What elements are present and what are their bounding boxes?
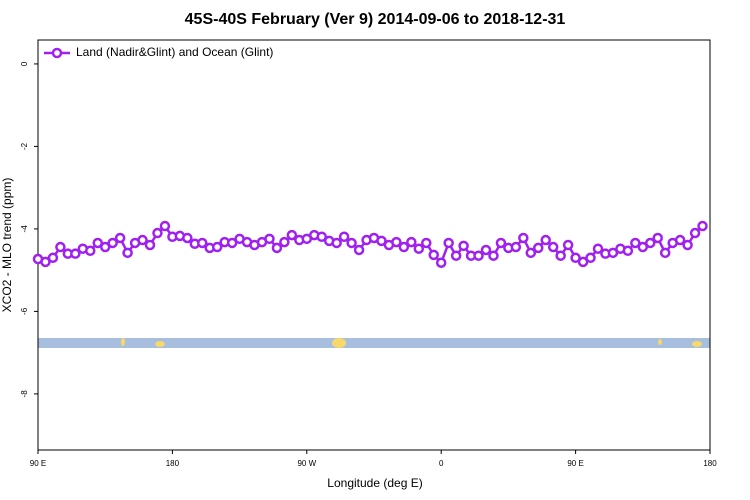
marker <box>197 237 208 249</box>
marker <box>346 237 357 249</box>
marker <box>450 250 462 261</box>
marker <box>689 227 701 239</box>
marker <box>413 243 425 254</box>
marker <box>152 227 163 239</box>
marker <box>540 234 551 246</box>
marker <box>391 236 402 248</box>
marker <box>144 239 156 251</box>
marker <box>107 237 118 249</box>
marker <box>316 231 327 243</box>
chart-title: 45S-40S February (Ver 9) 2014-09-06 to 2… <box>185 11 566 28</box>
marker <box>226 237 238 249</box>
marker <box>122 247 133 259</box>
marker <box>592 243 604 254</box>
marker <box>458 240 469 252</box>
marker <box>443 237 454 249</box>
x-tick-label: 90 E <box>30 459 46 468</box>
marker <box>398 241 410 253</box>
y-tick-label: -4 <box>20 225 29 233</box>
marker <box>47 252 59 264</box>
marker <box>555 250 566 261</box>
marker <box>585 252 596 264</box>
marker <box>652 232 663 244</box>
marker <box>659 247 671 259</box>
marker <box>547 241 559 253</box>
marker <box>70 248 81 259</box>
marker <box>495 237 507 249</box>
land-ocean-strip <box>38 338 710 348</box>
marker <box>279 236 290 248</box>
y-tick-label: 0 <box>20 61 29 66</box>
y-axis-label: XCO2 - MLO trend (ppm) <box>0 178 14 313</box>
marker <box>577 256 589 268</box>
x-tick-label: 180 <box>703 459 717 468</box>
marker <box>85 245 96 257</box>
marker <box>406 236 417 248</box>
marker <box>286 229 298 241</box>
marker <box>271 242 283 254</box>
marker <box>40 256 51 268</box>
marker <box>525 247 537 259</box>
marker <box>211 241 223 253</box>
marker <box>697 220 708 232</box>
marker <box>114 232 126 244</box>
marker <box>55 241 66 253</box>
marker <box>570 252 581 264</box>
marker <box>533 242 544 254</box>
marker <box>137 234 148 246</box>
marker <box>630 237 641 249</box>
x-axis-label: Longitude (deg E) <box>327 476 422 490</box>
marker <box>674 234 686 246</box>
marker <box>622 245 634 257</box>
marker <box>637 241 649 253</box>
marker <box>376 235 387 247</box>
marker <box>338 231 350 243</box>
marker <box>182 232 193 244</box>
marker <box>562 239 574 251</box>
y-tick-label: -6 <box>20 307 29 315</box>
x-tick-label: 90 E <box>567 459 583 468</box>
y-tick-label: -2 <box>20 142 29 150</box>
marker <box>607 247 619 259</box>
y-tick-label: -8 <box>20 390 29 398</box>
x-tick-label: 180 <box>166 459 180 468</box>
marker <box>435 257 447 268</box>
marker <box>645 237 656 249</box>
marker <box>480 244 492 256</box>
marker <box>264 233 275 245</box>
marker <box>682 239 693 251</box>
marker <box>159 220 171 232</box>
marker <box>473 250 484 261</box>
marker <box>488 250 499 261</box>
legend-marker <box>51 47 63 59</box>
marker <box>331 237 342 249</box>
marker <box>353 244 365 256</box>
marker <box>518 232 529 244</box>
marker <box>421 237 432 249</box>
plot-frame <box>37 39 711 451</box>
marker <box>510 241 522 253</box>
marker <box>428 249 439 261</box>
x-tick-label: 90 W <box>297 459 316 468</box>
legend-label: Land (Nadir&Glint) and Ocean (Glint) <box>76 45 273 59</box>
marker <box>99 241 111 253</box>
x-tick-label: 0 <box>439 459 444 468</box>
marker <box>92 237 103 249</box>
